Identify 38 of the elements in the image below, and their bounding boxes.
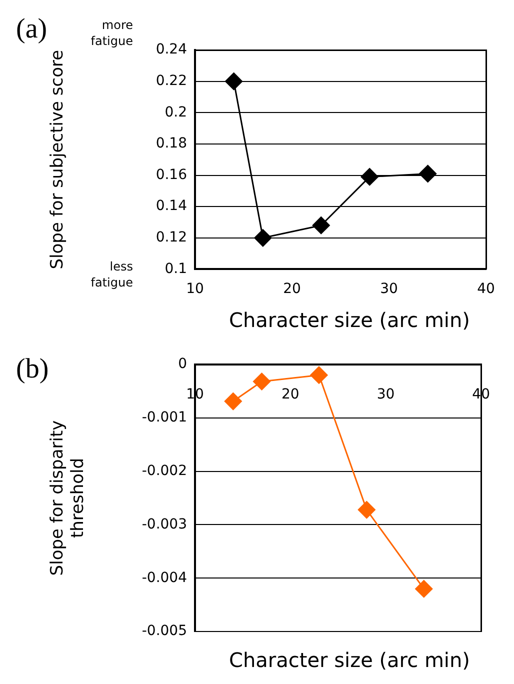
point	[360, 168, 378, 186]
y-tick-label: 0	[178, 356, 187, 372]
y-tick-label: 0.16	[156, 166, 188, 183]
point	[254, 229, 272, 247]
point	[419, 164, 437, 182]
y-tick-label: -0.002	[142, 462, 187, 479]
x-tick-label: 20	[283, 281, 301, 298]
text: more fatigue	[90, 18, 133, 48]
y-axis-title: Slope for disparity threshold	[48, 420, 88, 576]
y-tick-label: -0.005	[142, 623, 187, 640]
point	[224, 392, 242, 410]
point	[358, 501, 376, 519]
chart-title: (a)	[16, 13, 48, 44]
x-axis-title: Character size (arc min)	[228, 308, 471, 334]
y-tick-label: 0.1	[164, 260, 187, 277]
y-tick-label: 0.24	[156, 42, 188, 58]
chart-title: (b)	[16, 353, 49, 384]
point	[310, 366, 328, 384]
y-axis-title: Slope for subjective score	[48, 50, 68, 270]
y-tick-label: -0.003	[142, 516, 187, 532]
x-tick-label: 20	[281, 386, 300, 402]
y-tick-label: 0.2	[164, 104, 187, 120]
y-tick-label: 0.12	[156, 230, 187, 246]
y-tick-label: -0.001	[142, 409, 187, 426]
x-tick-label: 30	[380, 281, 398, 298]
point	[415, 580, 433, 598]
x-tick-label: 10	[186, 281, 204, 298]
point	[253, 372, 271, 390]
y-tick-label: -0.004	[142, 570, 188, 586]
x-axis-title: Character size (arc min)	[228, 648, 471, 674]
y-tick-label: 0.22	[156, 72, 187, 89]
point	[225, 72, 243, 90]
y-tick-label: 0.18	[156, 136, 187, 152]
text: less fatigue	[90, 259, 133, 290]
x-tick-label: 30	[376, 386, 395, 402]
x-tick-label: 40	[477, 281, 495, 298]
point	[312, 216, 330, 234]
y-tick-label: 0.14	[156, 198, 188, 214]
